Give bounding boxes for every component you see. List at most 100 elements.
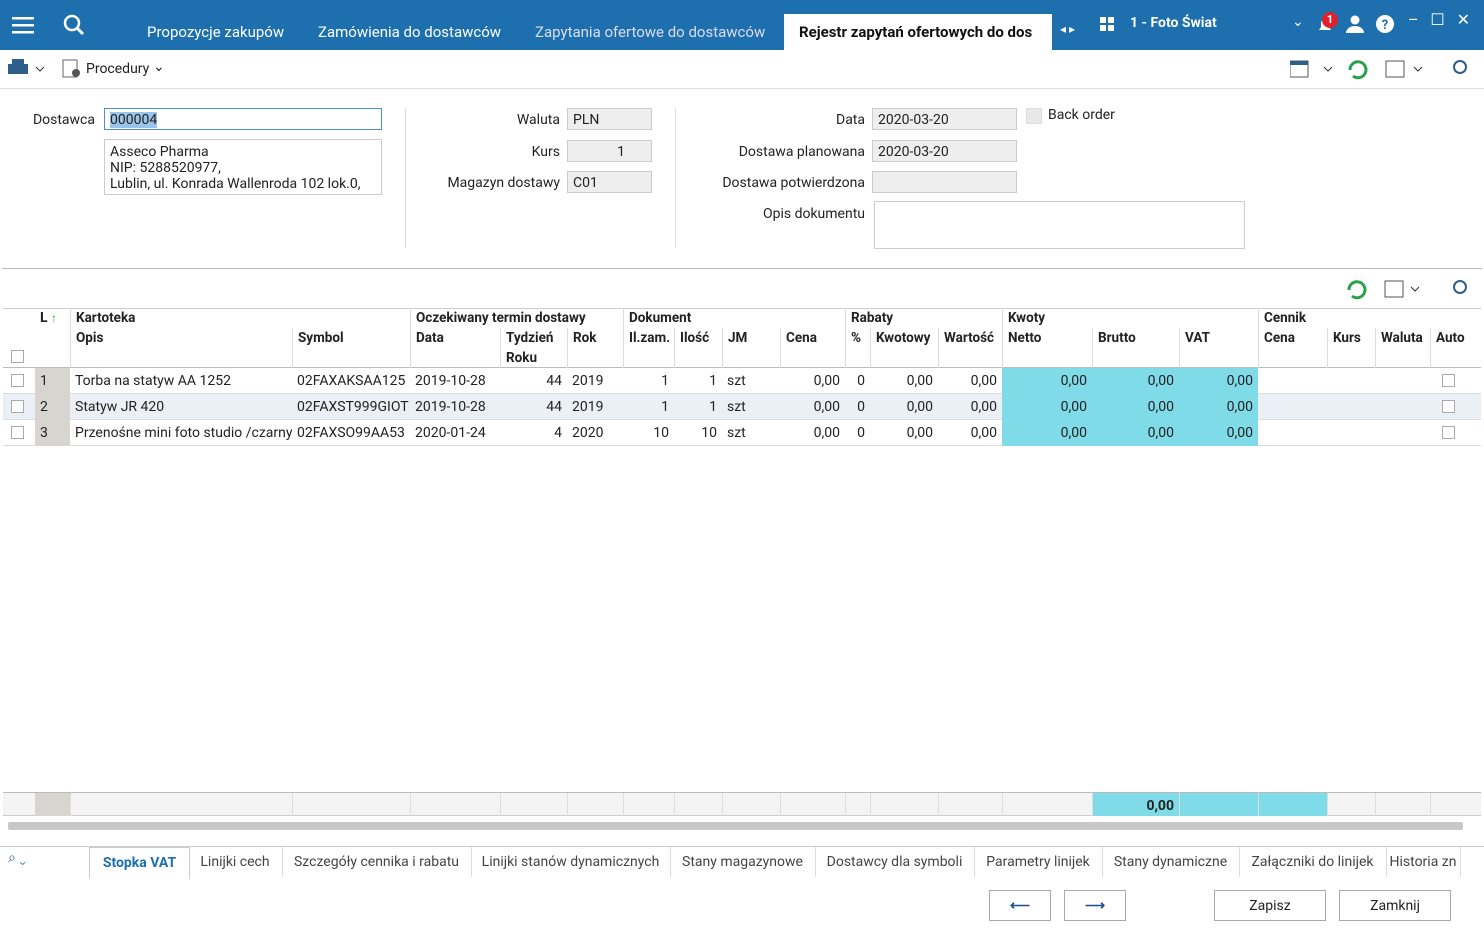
row-number: 3 bbox=[40, 425, 48, 441]
label: Magazyn dostawy bbox=[447, 175, 560, 191]
next-button[interactable]: ⟶ bbox=[1064, 890, 1126, 921]
address-line: Asseco Pharma bbox=[110, 144, 209, 160]
print-button[interactable] bbox=[8, 59, 44, 79]
date-input[interactable] bbox=[872, 171, 1017, 193]
column-header: Cena bbox=[780, 328, 845, 368]
menu-icon[interactable] bbox=[12, 15, 36, 35]
label: Dostawa planowana bbox=[738, 144, 865, 160]
bottom-tab[interactable]: Dostawcy dla symboli bbox=[815, 847, 975, 877]
cell: 10 bbox=[701, 425, 717, 441]
cell: 2019 bbox=[572, 399, 604, 415]
active-tab[interactable]: Rejestr zapytań ofertowych do dos bbox=[784, 14, 1052, 50]
footer-sep bbox=[1002, 793, 1003, 816]
scrollbar[interactable] bbox=[8, 822, 1463, 830]
column-header: Wartość bbox=[938, 328, 1002, 368]
grid-toolbar[interactable] bbox=[1345, 278, 1475, 306]
footer-sep bbox=[938, 793, 939, 816]
tab-arrows[interactable]: ◂ ▸ bbox=[1060, 22, 1076, 36]
column-header: % bbox=[845, 328, 870, 368]
label: Dostawa potwierdzona bbox=[722, 175, 865, 191]
divider bbox=[405, 108, 406, 248]
bottom-tab[interactable]: Stany dynamiczne bbox=[1102, 847, 1240, 877]
row-number: 2 bbox=[40, 399, 48, 415]
column-header: JM bbox=[722, 328, 780, 368]
footer-sep bbox=[500, 793, 501, 816]
prev-button[interactable]: ⟵ bbox=[989, 890, 1051, 921]
checkbox bbox=[1442, 426, 1455, 439]
group-header: Oczekiwany termin dostawy bbox=[410, 308, 623, 328]
rate-input[interactable]: 1 bbox=[567, 140, 652, 162]
bottom-tab[interactable]: Stany magazynowe bbox=[670, 847, 816, 877]
divider bbox=[675, 108, 676, 248]
date-input[interactable]: 2020-03-20 bbox=[872, 140, 1017, 162]
help-icon[interactable]: ? bbox=[1376, 15, 1394, 33]
address-line: Lublin, ul. Konrada Wallenroda 102 lok.0… bbox=[110, 176, 361, 192]
cell: 0,00 bbox=[813, 425, 840, 441]
row-number-bg bbox=[35, 394, 70, 420]
window-controls[interactable]: – ☐ ✕ bbox=[1408, 10, 1471, 29]
cell: 44 bbox=[546, 399, 562, 415]
user-icon[interactable] bbox=[1346, 15, 1364, 33]
company[interactable]: 1 - Foto Świat bbox=[1130, 15, 1217, 31]
footer-sep bbox=[70, 793, 71, 816]
checkbox bbox=[11, 374, 24, 387]
close-button[interactable]: Zamknij bbox=[1339, 890, 1451, 921]
currency-select[interactable]: PLN bbox=[567, 108, 652, 130]
footer-sep bbox=[722, 793, 723, 816]
bottom-tab[interactable]: Parametry linijek bbox=[974, 847, 1103, 877]
cell: 0 bbox=[857, 373, 865, 389]
cell: 02FAXST999GIOT bbox=[297, 399, 409, 415]
warehouse-select[interactable]: C01 bbox=[567, 171, 652, 193]
column-header: Ilość bbox=[674, 328, 722, 368]
column-header: VAT bbox=[1179, 328, 1258, 368]
bottom-tab[interactable]: Szczegóły cennika i rabatu bbox=[282, 847, 472, 877]
cell: 0,00 bbox=[1002, 368, 1092, 394]
cell: 0,00 bbox=[1179, 394, 1258, 420]
tab[interactable]: Propozycje zakupów bbox=[147, 23, 285, 41]
toolbar-icons[interactable] bbox=[1290, 58, 1470, 82]
save-button[interactable]: Zapisz bbox=[1214, 890, 1326, 921]
apps-icon[interactable] bbox=[1100, 17, 1114, 31]
column-header: Symbol bbox=[292, 328, 410, 368]
column-header: Tydzień Roku bbox=[500, 328, 567, 368]
label: Dostawca bbox=[32, 112, 95, 128]
column-header: Waluta bbox=[1375, 328, 1430, 368]
checkbox bbox=[11, 350, 24, 363]
bottom-tab[interactable]: Stopka VAT bbox=[89, 847, 190, 880]
toolbar: Procedury ⌄ bbox=[0, 50, 1484, 89]
cell: 2019-10-28 bbox=[415, 373, 486, 389]
footer-sep bbox=[780, 793, 781, 816]
cell: 0,00 bbox=[906, 399, 933, 415]
footer-sep bbox=[567, 793, 568, 816]
column-header: Kwotowy bbox=[870, 328, 938, 368]
supplier-input[interactable]: 000004 bbox=[104, 108, 382, 130]
bottom-tab[interactable]: Linijki stanów dynamicznych bbox=[471, 847, 671, 877]
procedures-button[interactable]: Procedury bbox=[86, 61, 150, 77]
bottom-tab[interactable]: Historia zn bbox=[1386, 847, 1461, 877]
cell: 2019 bbox=[572, 373, 604, 389]
checkbox[interactable] bbox=[1026, 108, 1042, 124]
date-input[interactable]: 2020-03-20 bbox=[872, 108, 1017, 130]
label: Opis dokumentu bbox=[762, 206, 865, 222]
bottom-tab[interactable]: Załączniki do linijek bbox=[1239, 847, 1387, 877]
row-number-bg bbox=[35, 368, 70, 394]
description-input[interactable] bbox=[874, 201, 1245, 249]
footer-sep bbox=[1258, 793, 1259, 816]
label: Kurs bbox=[531, 144, 560, 160]
checkbox bbox=[1442, 400, 1455, 413]
procedures-icon bbox=[62, 59, 80, 78]
cell: Przenośne mini foto studio /czarny bbox=[75, 425, 292, 441]
cell: 1 bbox=[709, 399, 717, 415]
footer-sep bbox=[1179, 793, 1180, 816]
bottom-tab[interactable]: Linijki cech bbox=[188, 847, 283, 877]
column-header: Rok bbox=[567, 328, 623, 368]
cell: 0,00 bbox=[1179, 368, 1258, 394]
dropdown[interactable]: ⌄ bbox=[1292, 14, 1304, 30]
search-icon[interactable] bbox=[63, 14, 85, 36]
cell: 0,00 bbox=[813, 373, 840, 389]
tab[interactable]: Zamówienia do dostawców bbox=[318, 23, 502, 41]
tab[interactable]: Zapytania ofertowe do dostawców bbox=[535, 23, 765, 41]
dropdown[interactable]: ⌄ bbox=[153, 59, 165, 75]
cell: 0 bbox=[857, 399, 865, 415]
